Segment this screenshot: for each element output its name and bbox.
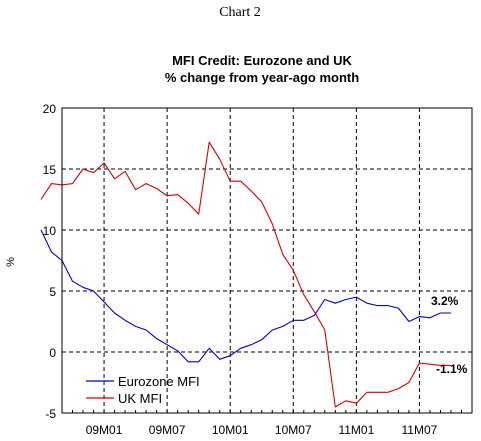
legend: Eurozone MFI UK MFI [86, 374, 200, 406]
legend-label-uk: UK MFI [118, 391, 162, 406]
y-tick-label: 20 [43, 102, 57, 116]
chart-subtitle: % change from year-ago month [165, 70, 359, 85]
end-label-eurozone: 3.2% [431, 294, 459, 308]
series-line-eurozone [40, 229, 451, 363]
y-tick-label: 15 [43, 163, 57, 177]
x-tick-label: 09M07 [149, 423, 186, 437]
page-heading: Chart 2 [219, 5, 261, 20]
series-line-uk [40, 141, 451, 408]
x-tick-label: 10M01 [212, 423, 249, 437]
y-tick-label: 0 [49, 346, 56, 360]
plot-area [61, 107, 473, 414]
x-tick-label: 09M01 [86, 423, 123, 437]
y-axis-label: % [5, 257, 17, 267]
y-tick-label: -5 [45, 407, 56, 421]
x-tick-label: 11M07 [402, 423, 438, 437]
y-tick-label: 5 [49, 285, 56, 299]
grid-lines [62, 108, 472, 413]
legend-label-eurozone: Eurozone MFI [118, 374, 200, 389]
x-tick-label: 11M01 [338, 423, 374, 437]
y-tick-label: 10 [43, 224, 57, 238]
x-tick-label: 10M07 [275, 423, 312, 437]
end-label-uk: -1.1% [436, 362, 468, 376]
axis-ticks: -5 0 5 10 15 20 09M01 09M07 10M01 10M07 11M01 11M07 [43, 102, 473, 437]
series-lines [40, 141, 451, 408]
chart-title: MFI Credit: Eurozone and UK [172, 53, 352, 68]
